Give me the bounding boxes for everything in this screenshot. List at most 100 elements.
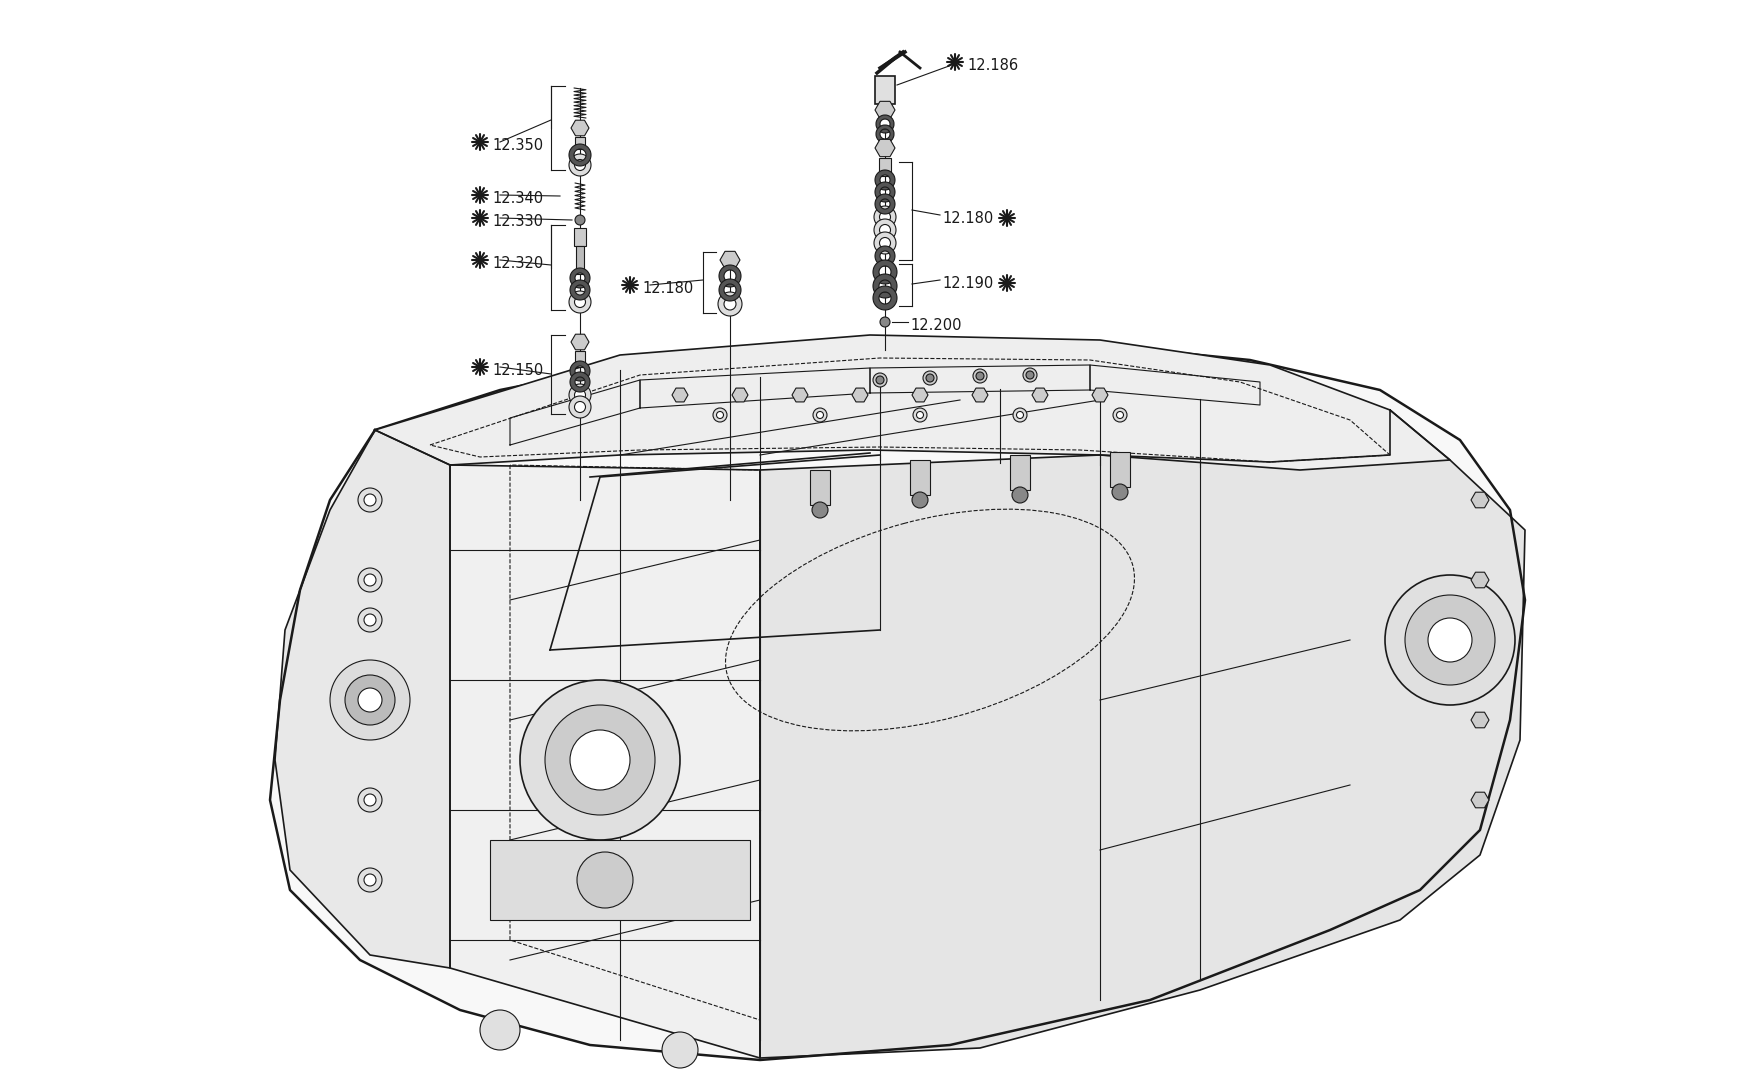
Circle shape xyxy=(735,390,744,399)
Circle shape xyxy=(331,661,410,740)
Circle shape xyxy=(917,412,924,419)
Polygon shape xyxy=(275,429,450,968)
Circle shape xyxy=(712,408,726,422)
Circle shape xyxy=(359,488,382,512)
Circle shape xyxy=(345,675,396,725)
Bar xyxy=(810,470,829,505)
Text: 12.186: 12.186 xyxy=(968,58,1018,73)
Polygon shape xyxy=(570,120,590,136)
Circle shape xyxy=(817,412,824,419)
Circle shape xyxy=(1475,795,1486,804)
Circle shape xyxy=(576,123,584,133)
Circle shape xyxy=(880,143,891,154)
Circle shape xyxy=(1011,487,1027,502)
Circle shape xyxy=(724,298,737,310)
Polygon shape xyxy=(971,388,989,402)
Circle shape xyxy=(578,852,634,908)
Circle shape xyxy=(880,105,891,116)
Bar xyxy=(576,351,584,367)
Text: 12.340: 12.340 xyxy=(492,191,542,206)
Polygon shape xyxy=(760,410,1524,1058)
Circle shape xyxy=(973,370,987,383)
Text: 12.180: 12.180 xyxy=(642,280,693,295)
Bar xyxy=(875,76,894,104)
Circle shape xyxy=(574,401,586,412)
Circle shape xyxy=(873,232,896,254)
Bar xyxy=(910,460,929,495)
Circle shape xyxy=(977,372,984,380)
Text: 12.330: 12.330 xyxy=(492,214,542,229)
Circle shape xyxy=(912,492,928,508)
Circle shape xyxy=(480,1010,520,1050)
Bar xyxy=(1010,455,1031,490)
Polygon shape xyxy=(912,388,928,402)
Polygon shape xyxy=(374,335,1451,470)
Text: 12.350: 12.350 xyxy=(492,137,542,153)
Circle shape xyxy=(873,206,896,228)
Circle shape xyxy=(1475,495,1486,505)
Circle shape xyxy=(364,494,376,506)
Circle shape xyxy=(1428,618,1472,662)
Circle shape xyxy=(873,219,896,241)
Circle shape xyxy=(873,373,887,387)
Circle shape xyxy=(877,376,884,384)
Circle shape xyxy=(1024,368,1038,381)
Circle shape xyxy=(676,390,684,399)
Circle shape xyxy=(856,390,864,399)
Circle shape xyxy=(576,215,584,225)
Circle shape xyxy=(1096,390,1104,399)
Text: 12.200: 12.200 xyxy=(910,317,961,332)
Circle shape xyxy=(814,408,828,422)
Text: 12.320: 12.320 xyxy=(492,255,542,270)
Circle shape xyxy=(359,688,382,712)
Circle shape xyxy=(880,225,891,235)
Circle shape xyxy=(718,292,742,316)
Circle shape xyxy=(569,396,592,417)
Circle shape xyxy=(569,154,592,175)
Circle shape xyxy=(359,568,382,592)
Circle shape xyxy=(574,389,586,400)
Polygon shape xyxy=(1032,388,1048,402)
Circle shape xyxy=(1384,576,1516,705)
Polygon shape xyxy=(732,388,747,402)
Circle shape xyxy=(975,390,985,399)
Circle shape xyxy=(796,390,805,399)
Circle shape xyxy=(364,614,376,626)
Polygon shape xyxy=(875,101,894,119)
Circle shape xyxy=(574,296,586,307)
Circle shape xyxy=(922,371,936,385)
Polygon shape xyxy=(1472,493,1489,508)
Circle shape xyxy=(574,159,586,170)
Polygon shape xyxy=(793,388,808,402)
Circle shape xyxy=(576,337,584,347)
Circle shape xyxy=(724,254,735,266)
Bar xyxy=(574,228,586,246)
Circle shape xyxy=(880,317,891,327)
Circle shape xyxy=(364,574,376,586)
Bar xyxy=(576,246,584,274)
Polygon shape xyxy=(1472,572,1489,588)
Circle shape xyxy=(364,874,376,886)
Circle shape xyxy=(1017,412,1024,419)
Polygon shape xyxy=(450,465,760,1058)
Text: 12.190: 12.190 xyxy=(942,276,994,291)
Circle shape xyxy=(914,408,928,422)
Circle shape xyxy=(359,608,382,632)
Text: 12.180: 12.180 xyxy=(942,210,994,226)
Polygon shape xyxy=(672,388,688,402)
Circle shape xyxy=(1111,484,1129,500)
Polygon shape xyxy=(875,140,894,157)
Circle shape xyxy=(1475,576,1486,585)
Circle shape xyxy=(716,412,723,419)
Circle shape xyxy=(570,730,630,790)
Bar xyxy=(576,137,584,149)
Polygon shape xyxy=(1472,792,1489,808)
Circle shape xyxy=(364,794,376,806)
Circle shape xyxy=(915,390,924,399)
Circle shape xyxy=(1013,408,1027,422)
Polygon shape xyxy=(1092,388,1108,402)
Bar xyxy=(1110,452,1130,487)
Circle shape xyxy=(359,868,382,892)
Circle shape xyxy=(359,788,382,812)
Polygon shape xyxy=(1472,712,1489,728)
